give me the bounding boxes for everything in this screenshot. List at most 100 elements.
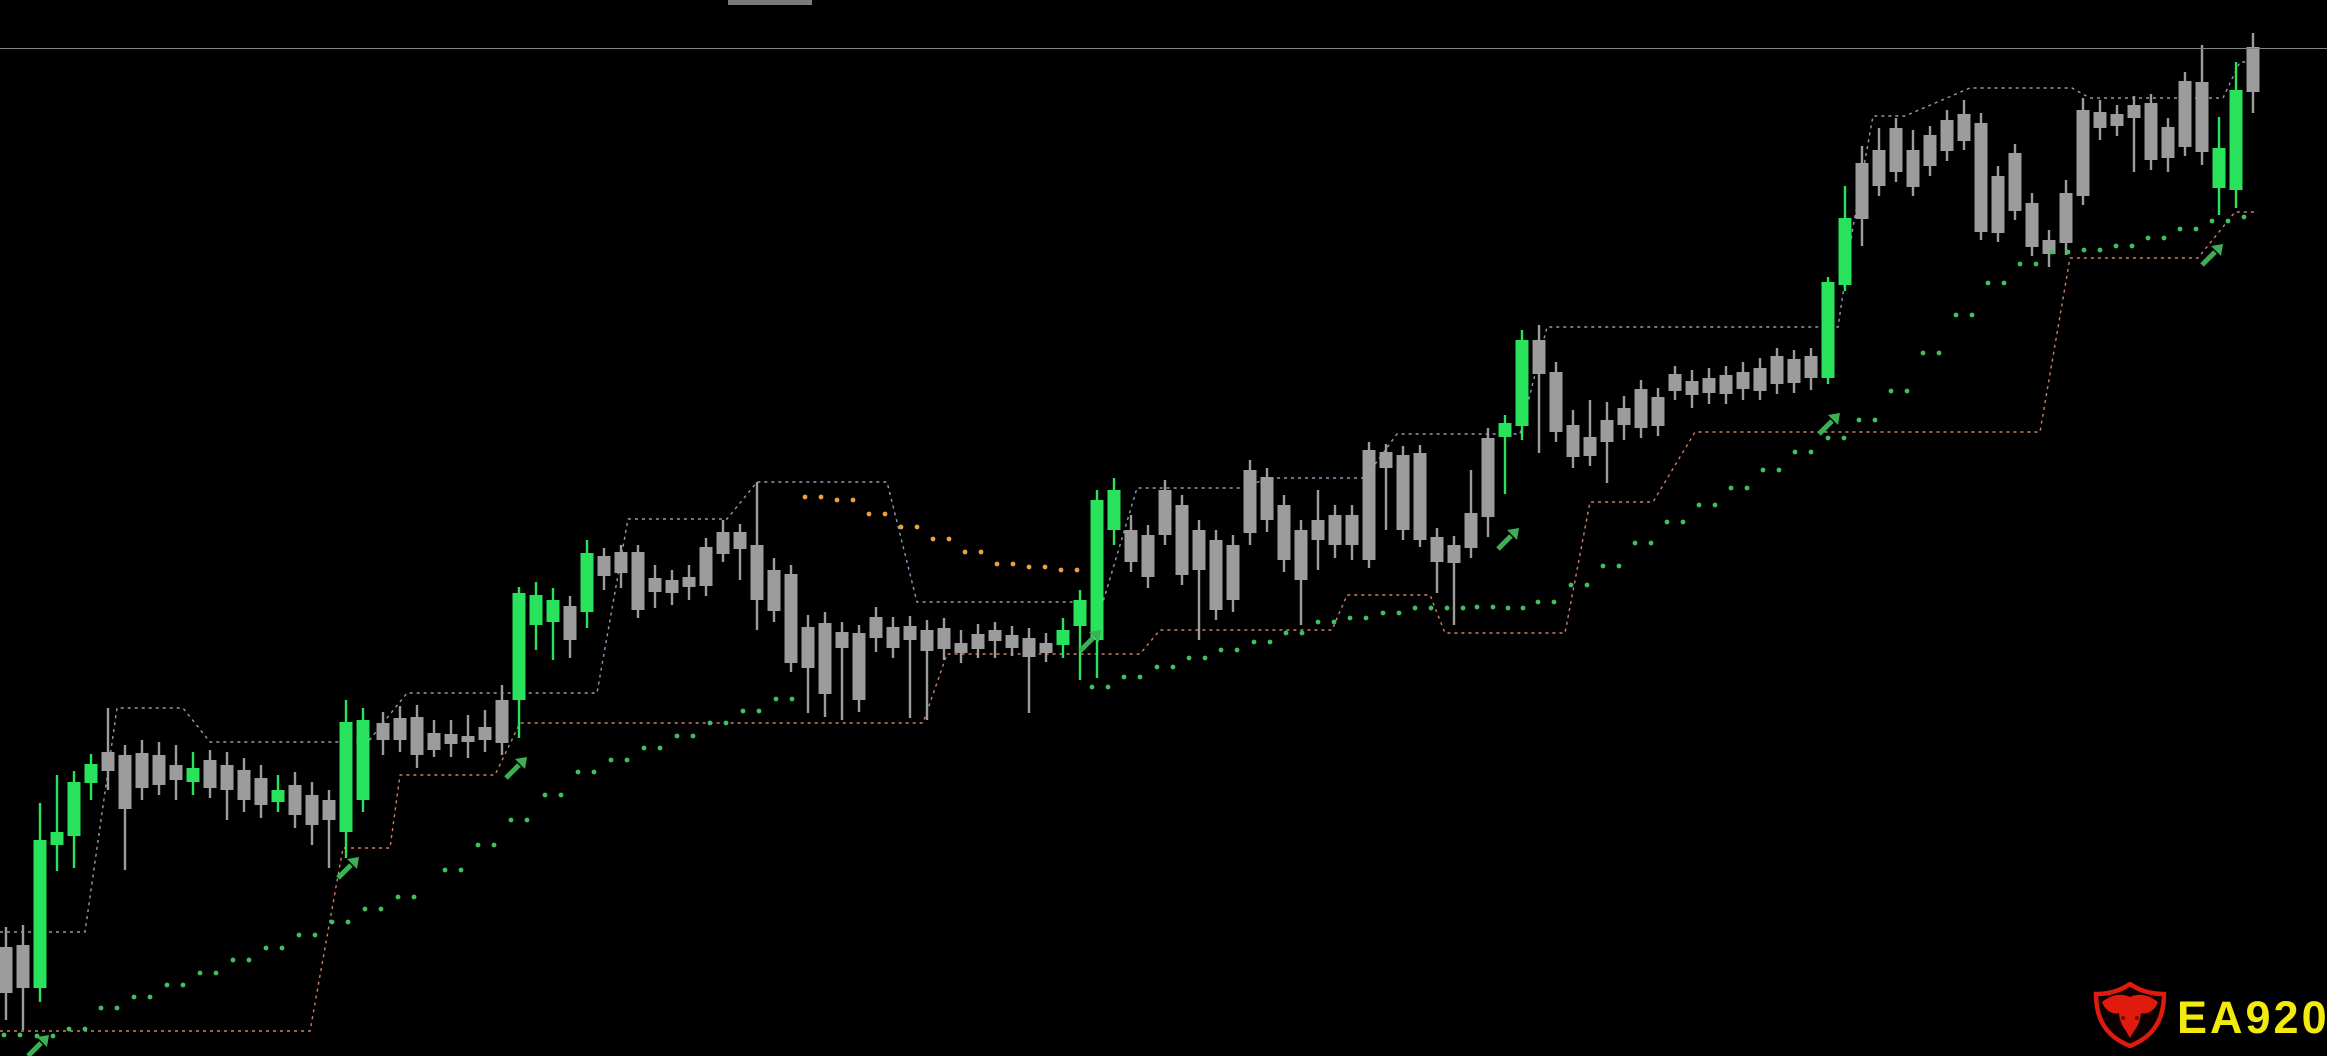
candle	[376, 712, 390, 755]
chart-horizontal-scrollbar-thumb[interactable]	[728, 0, 812, 5]
candle	[2229, 62, 2243, 208]
candle	[869, 607, 883, 652]
candle	[1022, 628, 1036, 713]
candle	[2246, 33, 2260, 113]
candle	[16, 925, 30, 1030]
candle	[393, 706, 407, 752]
candle	[614, 545, 628, 588]
candle	[2212, 117, 2226, 215]
candle	[546, 588, 560, 660]
chart-top-separator-line	[0, 48, 2327, 49]
candle	[1889, 118, 1903, 182]
candle	[971, 624, 985, 658]
candle	[1311, 490, 1325, 570]
candle	[818, 612, 832, 717]
candle	[50, 775, 64, 871]
candle	[886, 617, 900, 658]
candle	[1056, 618, 1070, 658]
candle	[699, 538, 713, 596]
candle	[410, 705, 424, 768]
candle	[1600, 402, 1614, 483]
candle	[954, 630, 968, 663]
candle	[1566, 410, 1580, 468]
buy-signal-arrow	[2200, 244, 2223, 267]
candle	[1005, 626, 1019, 656]
candle	[1124, 515, 1138, 572]
candle	[1940, 110, 1954, 161]
buy-signal-arrow	[336, 857, 359, 880]
candle	[2025, 193, 2039, 256]
candle	[1413, 445, 1427, 547]
candle	[1362, 442, 1376, 568]
candle	[1277, 495, 1291, 572]
candle	[1651, 388, 1665, 436]
candle	[1464, 470, 1478, 558]
candle	[67, 771, 81, 868]
candle	[444, 720, 458, 757]
candle	[1141, 525, 1155, 588]
candle	[1617, 396, 1631, 440]
candle	[1991, 166, 2005, 242]
bull-shield-icon	[2092, 981, 2168, 1053]
candle	[1243, 460, 1257, 545]
candle	[2093, 100, 2107, 140]
candle	[427, 720, 441, 757]
candle	[495, 685, 509, 755]
candle	[1804, 348, 1818, 390]
candle	[1719, 366, 1733, 404]
candle	[529, 582, 543, 650]
candle	[1498, 415, 1512, 494]
candle	[665, 570, 679, 605]
candle	[186, 752, 200, 795]
candle	[1447, 536, 1461, 625]
candlesticks-layer	[0, 33, 2260, 1030]
candle	[288, 772, 302, 828]
buy-signal-arrows	[26, 244, 2223, 1056]
candle	[801, 615, 815, 713]
candle	[1634, 380, 1648, 438]
candle	[478, 710, 492, 752]
candle	[2059, 180, 2073, 255]
candle	[1923, 126, 1937, 176]
candle	[461, 715, 475, 758]
candle	[271, 775, 285, 812]
candle	[733, 524, 747, 580]
candle	[597, 548, 611, 590]
candle	[1396, 446, 1410, 540]
candle	[220, 752, 234, 820]
candle	[1974, 113, 1988, 240]
candle	[1226, 535, 1240, 612]
candle	[1073, 590, 1087, 680]
candle	[118, 745, 132, 870]
candle	[2127, 96, 2141, 172]
candle	[1838, 186, 1852, 291]
candle	[852, 625, 866, 712]
candle	[2195, 45, 2209, 165]
candle	[1328, 505, 1342, 558]
candle	[1209, 530, 1223, 620]
candle	[322, 790, 336, 868]
candle	[1515, 330, 1529, 440]
candle	[1668, 366, 1682, 400]
candle	[1481, 428, 1495, 537]
candle	[1090, 490, 1104, 678]
candle	[1583, 400, 1597, 466]
candle	[1770, 348, 1784, 394]
candle	[1345, 505, 1359, 560]
candle	[1379, 444, 1393, 530]
candle	[2008, 144, 2022, 220]
candle	[1039, 633, 1053, 662]
candle	[1702, 368, 1716, 404]
candle	[1532, 325, 1546, 453]
candle	[1821, 277, 1835, 384]
candle	[937, 618, 951, 660]
candle	[135, 740, 149, 800]
candle	[305, 782, 319, 845]
candle	[1158, 480, 1172, 545]
candle	[2076, 98, 2090, 205]
buy-signal-arrow	[1496, 528, 1519, 551]
candle	[988, 622, 1002, 658]
candle	[203, 750, 217, 798]
